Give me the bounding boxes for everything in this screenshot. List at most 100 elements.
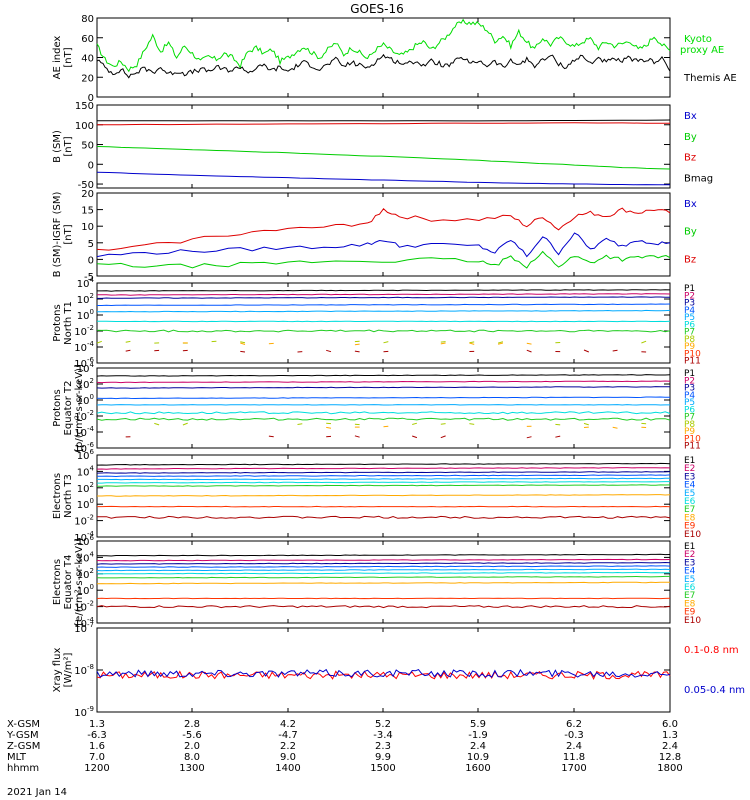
channel-e3 — [96, 561, 671, 565]
y-axis-label: Protons — [52, 389, 63, 426]
channel-p9-segment — [497, 342, 504, 345]
channel-p9-segment — [440, 342, 446, 345]
legend-e4: E4 — [684, 567, 696, 577]
ephemeris-value: -6.3 — [87, 730, 107, 741]
y-tick-label: 104 — [77, 550, 95, 564]
ephemeris-value: 12.8 — [659, 752, 681, 763]
channel-e3 — [96, 471, 671, 474]
y-axis-label: Protons — [52, 304, 63, 341]
channel-p8-segment — [469, 423, 475, 425]
y-tick-label: 10-4 — [74, 340, 94, 354]
legend-by: By — [684, 132, 697, 143]
y-tick-label: 20 — [81, 189, 94, 200]
channel-p7 — [96, 417, 671, 421]
legend-p3: P3 — [684, 299, 695, 309]
y-tick-label: 0 — [88, 160, 94, 171]
legend-p4: P4 — [684, 306, 695, 316]
y-axis-label: North T3 — [63, 474, 74, 518]
y-axis-label: Equator T2 — [63, 381, 74, 436]
ephemeris-value: 1500 — [370, 763, 395, 774]
legend-e8: E8 — [684, 599, 696, 609]
legend-p1: P1 — [684, 284, 695, 294]
ephemeris-value: -0.3 — [564, 730, 584, 741]
channel-e2 — [96, 467, 671, 470]
y-axis-label: Electrons — [52, 559, 63, 605]
legend-p2: P2 — [684, 291, 695, 301]
channel-e10 — [96, 515, 671, 519]
legend-bz: Bz — [684, 153, 696, 164]
ephemeris-value: -4.7 — [278, 730, 298, 741]
legend-p7: P7 — [684, 413, 695, 423]
channel-e8 — [97, 494, 671, 497]
channel-p11-segment — [354, 350, 360, 353]
channel-p9-segment — [240, 342, 246, 345]
channel-p7 — [96, 329, 671, 333]
ephemeris-value: 1.6 — [89, 741, 105, 752]
panel-frame — [96, 192, 671, 277]
ephemeris-label-x-gsm: X-GSM — [7, 719, 40, 730]
y-tick-label: 10-4 — [74, 425, 94, 439]
y-tick-label: 102 — [77, 377, 94, 391]
legend-p5: P5 — [684, 398, 695, 408]
channel-p11-segment — [583, 349, 589, 353]
y-tick-label: 104 — [77, 276, 95, 290]
panel-frame — [96, 367, 671, 449]
y-axis-label: Electrons — [52, 473, 63, 519]
legend-kyoto-line2: proxy AE — [680, 45, 724, 56]
channel-e7 — [97, 484, 671, 487]
channel-p8-segment — [182, 422, 188, 426]
panel-dbigrf: -5 0 5 10 15 20 B (SM)-IGRF (SM) [nT] Bx By Bz — [52, 189, 697, 283]
ephemeris-value: -5.6 — [182, 730, 202, 741]
channel-p3 — [97, 296, 670, 299]
ephemeris-value: 1800 — [657, 763, 682, 774]
ephemeris-value: 1.3 — [89, 719, 105, 730]
channel-p8-segment — [297, 423, 303, 425]
channel-e9 — [97, 505, 671, 508]
channel-e2 — [96, 558, 671, 562]
channel-p11-segment — [440, 435, 446, 439]
channel-p8-segment — [383, 341, 389, 344]
legend-e4: E4 — [684, 481, 696, 491]
channel-p9-segment — [326, 426, 332, 429]
ephemeris-value: 2.4 — [470, 741, 486, 752]
y-tick-label: 60 — [81, 34, 94, 45]
legend-kyoto-line1: Kyoto — [684, 34, 712, 45]
legend-e7: E7 — [684, 591, 695, 601]
ephemeris-value: 5.2 — [375, 719, 391, 730]
channel-p1 — [96, 374, 671, 377]
panel-frame — [96, 627, 671, 713]
ephemeris-label-mlt: MLT — [7, 752, 27, 763]
legend-p7: P7 — [684, 328, 695, 338]
y-tick-label: 100 — [77, 497, 94, 511]
ephemeris-value: 2.4 — [566, 741, 582, 752]
channel-p8-segment — [440, 341, 446, 343]
channel-p11-segment — [526, 436, 532, 439]
y-tick-label: 100 — [77, 308, 94, 322]
channel-p8-segment — [583, 422, 589, 426]
channel-p9-segment — [383, 425, 389, 428]
legend-e6: E6 — [684, 497, 696, 507]
y-axis-label: [nT] — [63, 224, 74, 244]
channel-p11-segment — [555, 435, 561, 438]
legend-p11: P11 — [684, 442, 701, 452]
series-bmag — [96, 119, 671, 122]
legend-xray-short: 0.05-0.4 nm — [684, 685, 745, 696]
y-tick-label: 102 — [77, 292, 94, 306]
legend-e2: E2 — [684, 464, 695, 474]
ephemeris-value: 2.0 — [184, 741, 200, 752]
ephemeris-value: 1300 — [179, 763, 204, 774]
legend-themis-ae: Themis AE — [683, 73, 737, 84]
y-tick-label: 5 — [88, 239, 94, 250]
series-xray-1 — [96, 668, 671, 678]
legend-e7: E7 — [684, 505, 695, 515]
ephemeris-value: -1.9 — [468, 730, 488, 741]
channel-e4 — [96, 565, 671, 568]
legend-e3: E3 — [684, 472, 695, 482]
legend-e3: E3 — [684, 558, 695, 568]
y-tick-label: 80 — [81, 14, 94, 25]
channel-e4 — [96, 474, 671, 478]
ephemeris-value: 2.4 — [662, 741, 678, 752]
ephemeris-value: 1400 — [275, 763, 300, 774]
y-tick-label: 10-2 — [74, 324, 94, 338]
